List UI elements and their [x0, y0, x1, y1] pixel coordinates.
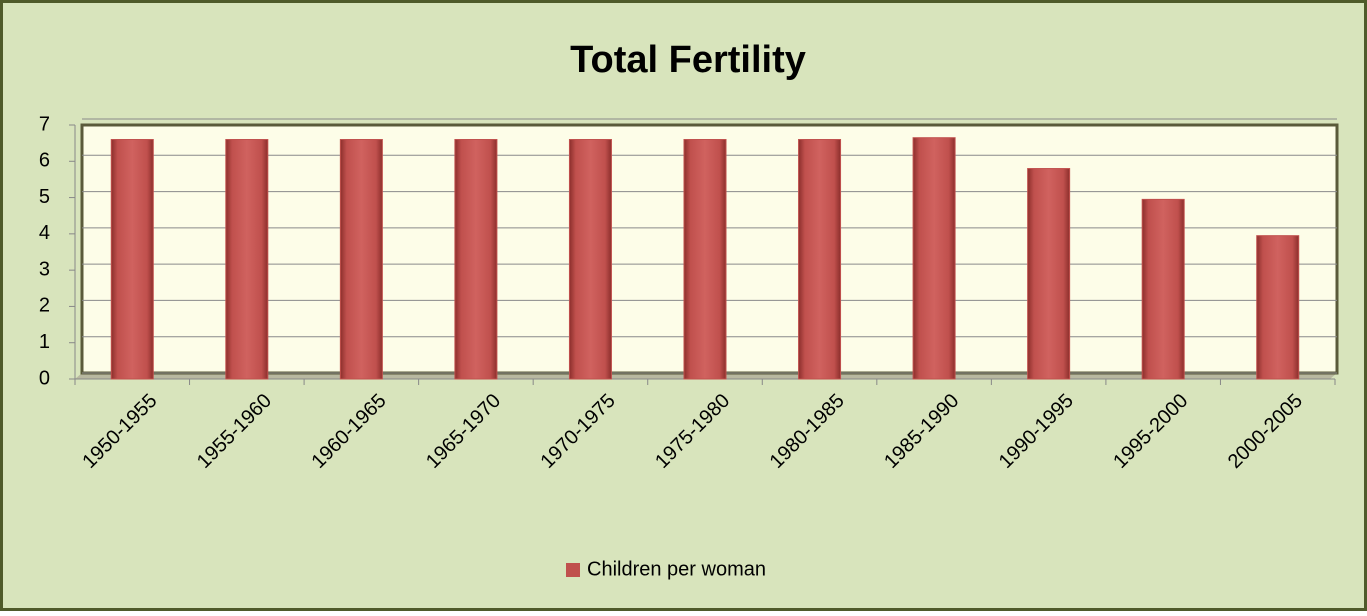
y-tick-label: 1	[39, 331, 50, 353]
y-tick-label: 6	[39, 150, 50, 172]
legend-label: Children per woman	[587, 558, 766, 580]
bar	[225, 139, 269, 380]
bar	[339, 139, 383, 380]
bar	[798, 139, 842, 380]
bar	[1141, 198, 1185, 380]
bar	[912, 137, 956, 380]
bar	[1256, 235, 1300, 380]
y-tick-label: 3	[39, 258, 50, 280]
y-tick-label: 7	[39, 113, 50, 135]
y-tick-label: 4	[39, 222, 50, 244]
chart-title: Total Fertility	[570, 39, 806, 81]
y-tick-label: 0	[39, 367, 50, 389]
legend-swatch	[566, 563, 580, 577]
y-tick-label: 5	[39, 186, 50, 208]
y-tick-label: 2	[39, 295, 50, 317]
bar	[568, 139, 612, 380]
bar	[454, 139, 498, 380]
bar	[110, 139, 154, 380]
bar	[1027, 168, 1071, 380]
bar	[683, 139, 727, 380]
